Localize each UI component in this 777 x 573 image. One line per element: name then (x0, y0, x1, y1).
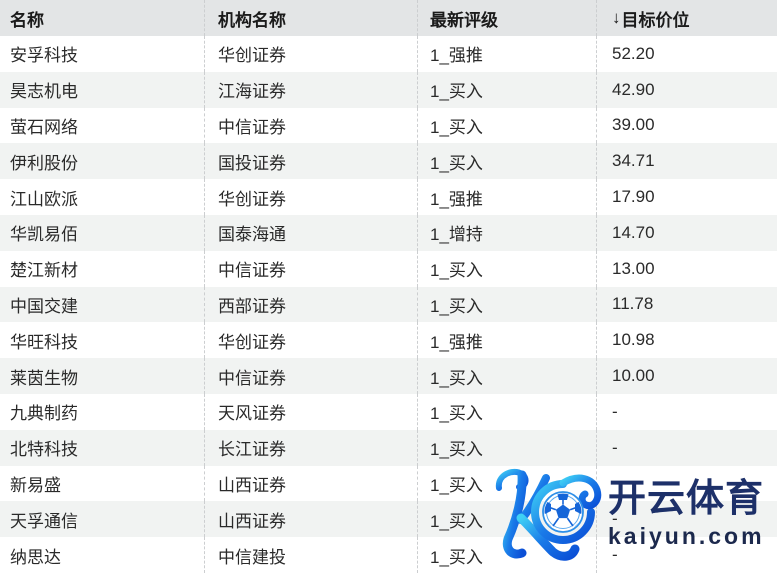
cell-institution: 天风证券 (205, 393, 418, 430)
cell-name: 伊利股份 (0, 143, 205, 180)
table-row[interactable]: 九典制药 天风证券 1_买入 - (0, 393, 777, 430)
cell-rating: 1_强推 (418, 36, 597, 72)
cell-name: 纳思达 (0, 537, 205, 573)
cell-rating: 1_买入 (418, 465, 597, 502)
table-body: 安孚科技 华创证券 1_强推 52.20 昊志机电 江海证券 1_买入 42.90 萤石网络 中信… (0, 36, 777, 573)
cell-rating: 1_增持 (418, 214, 597, 251)
cell-target-price: 17.90 (612, 187, 655, 207)
cell-rating: 1_买入 (418, 107, 597, 144)
cell-target-price: - (612, 509, 618, 529)
table-row[interactable]: 萤石网络 中信证券 1_买入 39.00 (0, 107, 777, 144)
cell-target-price: 39.00 (612, 115, 655, 135)
cell-name: 江山欧派 (0, 179, 205, 215)
cell-institution: 国泰海通 (205, 214, 418, 251)
cell-institution: 华创证券 (205, 322, 418, 359)
table-row[interactable]: 纳思达 中信建投 1_买入 - (0, 537, 777, 573)
cell-target-price: - (612, 437, 618, 457)
cell-name: 新易盛 (0, 465, 205, 502)
header-target-price-label: 目标价位 (621, 10, 690, 30)
cell-name: 安孚科技 (0, 36, 205, 72)
cell-institution: 中信证券 (205, 250, 418, 287)
cell-rating: 1_买入 (418, 286, 597, 323)
table-row[interactable]: 昊志机电 江海证券 1_买入 42.90 (0, 71, 777, 108)
header-target-price[interactable]: ↓ 目标价位 (597, 0, 777, 36)
cell-name: 九典制药 (0, 393, 205, 430)
table-row[interactable]: 华旺科技 华创证券 1_强推 10.98 (0, 322, 777, 359)
cell-institution: 山西证券 (205, 501, 418, 538)
header-latest-rating[interactable]: 最新评级 (418, 0, 597, 36)
table-row[interactable]: 伊利股份 国投证券 1_买入 34.71 (0, 143, 777, 180)
cell-target-price: 52.20 (612, 43, 655, 63)
cell-institution: 中信建投 (205, 537, 418, 573)
cell-name: 天孚通信 (0, 501, 205, 538)
cell-institution: 西部证券 (205, 286, 418, 323)
cell-target-price: - (612, 473, 618, 493)
cell-target-price: 10.98 (612, 330, 655, 350)
table-header-row: 名称 机构名称 最新评级 ↓ 目标价位 (0, 0, 777, 36)
cell-name: 华旺科技 (0, 322, 205, 359)
cell-rating: 1_买入 (418, 393, 597, 430)
cell-name: 莱茵生物 (0, 358, 205, 394)
cell-target-price: 11.78 (612, 294, 654, 314)
cell-target-price: - (612, 545, 618, 565)
table-row[interactable]: 江山欧派 华创证券 1_强推 17.90 (0, 179, 777, 215)
table-row[interactable]: 华凯易佰 国泰海通 1_增持 14.70 (0, 214, 777, 251)
cell-rating: 1_强推 (418, 179, 597, 215)
cell-rating: 1_买入 (418, 501, 597, 538)
cell-institution: 华创证券 (205, 179, 418, 215)
table-row[interactable]: 新易盛 山西证券 1_买入 - (0, 465, 777, 502)
cell-name: 萤石网络 (0, 107, 205, 144)
cell-rating: 1_强推 (418, 322, 597, 359)
table-row[interactable]: 莱茵生物 中信证券 1_买入 10.00 (0, 358, 777, 394)
table-row[interactable]: 安孚科技 华创证券 1_强推 52.20 (0, 36, 777, 72)
table-row[interactable]: 天孚通信 山西证券 1_买入 - (0, 501, 777, 538)
table-row[interactable]: 楚江新材 中信证券 1_买入 13.00 (0, 250, 777, 287)
cell-institution: 长江证券 (205, 429, 418, 466)
cell-institution: 江海证券 (205, 71, 418, 108)
cell-rating: 1_买入 (418, 358, 597, 394)
table-row[interactable]: 北特科技 长江证券 1_买入 - (0, 429, 777, 466)
cell-name: 中国交建 (0, 286, 205, 323)
cell-rating: 1_买入 (418, 71, 597, 108)
cell-name: 北特科技 (0, 429, 205, 466)
header-institution[interactable]: 机构名称 (205, 0, 418, 36)
cell-institution: 山西证券 (205, 465, 418, 502)
table-row[interactable]: 中国交建 西部证券 1_买入 11.78 (0, 286, 777, 323)
cell-target-price: 42.90 (612, 79, 655, 99)
cell-institution: 国投证券 (205, 143, 418, 180)
cell-institution: 中信证券 (205, 358, 418, 394)
cell-target-price: 34.71 (612, 151, 655, 171)
cell-target-price: 14.70 (612, 222, 655, 242)
cell-rating: 1_买入 (418, 250, 597, 287)
cell-name: 昊志机电 (0, 71, 205, 108)
cell-institution: 华创证券 (205, 36, 418, 72)
header-name[interactable]: 名称 (0, 0, 205, 36)
sort-desc-icon: ↓ (612, 8, 621, 27)
cell-target-price: 10.00 (612, 366, 655, 386)
cell-rating: 1_买入 (418, 429, 597, 466)
cell-rating: 1_买入 (418, 143, 597, 180)
cell-target-price: - (612, 401, 618, 421)
cell-institution: 中信证券 (205, 107, 418, 144)
cell-name: 楚江新材 (0, 250, 205, 287)
cell-rating: 1_买入 (418, 537, 597, 573)
cell-target-price: 13.00 (612, 258, 655, 278)
cell-name: 华凯易佰 (0, 214, 205, 251)
